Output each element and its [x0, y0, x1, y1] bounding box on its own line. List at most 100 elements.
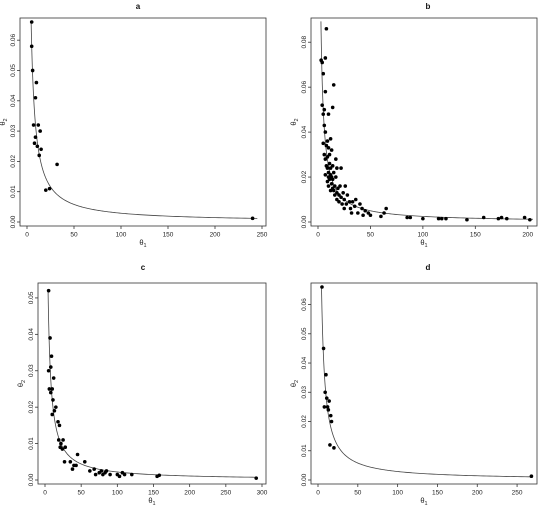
data-point	[325, 405, 330, 409]
panel-title: d	[426, 263, 431, 272]
x-tick-label: 200	[522, 232, 533, 239]
data-point	[348, 206, 353, 211]
data-point	[321, 71, 326, 76]
data-point	[465, 217, 469, 222]
data-point	[325, 179, 330, 184]
data-point	[382, 211, 386, 215]
data-point	[334, 175, 338, 179]
x-axis-label: θ1	[420, 496, 427, 507]
data-point	[61, 438, 65, 442]
y-tick-label: 0.06	[10, 33, 17, 46]
x-axis-label: θ1	[148, 496, 155, 507]
data-point	[47, 186, 52, 191]
data-point	[329, 148, 334, 152]
data-point	[254, 476, 259, 480]
data-point	[408, 215, 413, 220]
y-tick-label: 0.04	[301, 356, 308, 369]
data-point	[332, 184, 337, 188]
fitted-curve	[320, 21, 534, 220]
data-point	[349, 211, 354, 215]
y-tick-label: 0.05	[301, 327, 308, 340]
data-point	[329, 182, 334, 186]
y-tick-label: 0.03	[301, 386, 308, 399]
data-point	[325, 166, 330, 170]
y-tick-label: 0.04	[10, 94, 17, 107]
y-axis-label: θ2	[289, 380, 300, 387]
data-point	[59, 441, 63, 446]
data-point	[325, 139, 330, 143]
x-tick-label: 250	[512, 490, 523, 497]
data-point	[321, 112, 326, 116]
data-point	[522, 215, 527, 220]
data-point	[342, 197, 347, 202]
x-tick-label: 200	[210, 232, 221, 239]
data-point	[31, 123, 36, 127]
data-point	[321, 141, 326, 146]
data-point	[32, 141, 37, 146]
data-point	[528, 217, 532, 222]
x-tick-label: 50	[354, 490, 362, 497]
y-tick-label: 0.01	[10, 185, 17, 198]
data-point	[74, 463, 78, 468]
data-point	[384, 206, 388, 211]
data-point	[70, 467, 75, 471]
y-tick-label: 0.03	[10, 124, 17, 137]
fitted-curve	[321, 287, 534, 478]
data-point	[122, 472, 127, 477]
x-tick-label: 50	[78, 490, 86, 497]
x-tick-label: 250	[220, 490, 231, 497]
x-tick-label: 200	[472, 490, 483, 497]
data-point	[323, 173, 328, 177]
data-point	[324, 396, 329, 400]
data-point	[323, 157, 328, 161]
y-tick-label: 0.05	[10, 64, 17, 77]
y-tick-label: 0.08	[301, 36, 308, 49]
data-point	[340, 202, 344, 206]
x-tick-label: 0	[316, 490, 320, 497]
data-point	[75, 452, 80, 457]
fitted-curve	[47, 289, 257, 478]
x-tick-label: 200	[184, 490, 195, 497]
x-axis-label: θ1	[420, 238, 427, 249]
data-point	[29, 44, 34, 49]
data-point	[250, 216, 255, 221]
chart-panel-b: b 0 50 100 150 200 0.00 0.02 0.04 0.06 0.08 θ2	[289, 2, 538, 239]
panel-title: b	[426, 2, 431, 11]
data-point	[62, 459, 67, 464]
data-point	[321, 346, 326, 351]
data-point	[48, 390, 53, 395]
data-point	[322, 405, 327, 409]
data-point	[326, 408, 331, 412]
data-point	[328, 443, 332, 447]
x-tick-label: 100	[116, 232, 127, 239]
data-point	[345, 193, 350, 197]
panel-title: a	[136, 2, 141, 11]
data-point	[323, 130, 328, 134]
data-point	[34, 80, 39, 85]
y-tick-label: 0.02	[301, 170, 308, 183]
data-point	[439, 216, 444, 221]
data-point	[342, 206, 347, 211]
data-point	[529, 474, 534, 479]
data-point	[88, 469, 92, 473]
data-point	[344, 202, 349, 206]
data-point	[320, 285, 324, 289]
data-point	[323, 56, 328, 60]
data-point	[358, 202, 362, 206]
data-point	[421, 216, 425, 221]
data-point	[330, 164, 335, 168]
data-point	[334, 157, 338, 161]
data-point	[436, 216, 441, 221]
y-axis-label: θ2	[289, 118, 300, 125]
data-point	[55, 162, 59, 167]
data-point	[52, 409, 57, 413]
data-point	[326, 112, 331, 116]
data-point	[341, 190, 345, 195]
y-tick-label: 0.04	[301, 125, 308, 138]
fitted-curve	[30, 22, 258, 219]
data-point	[499, 215, 504, 220]
data-point	[361, 213, 365, 218]
data-point	[60, 447, 65, 451]
y-tick-label: 0.02	[28, 400, 35, 413]
data-point	[56, 419, 60, 424]
